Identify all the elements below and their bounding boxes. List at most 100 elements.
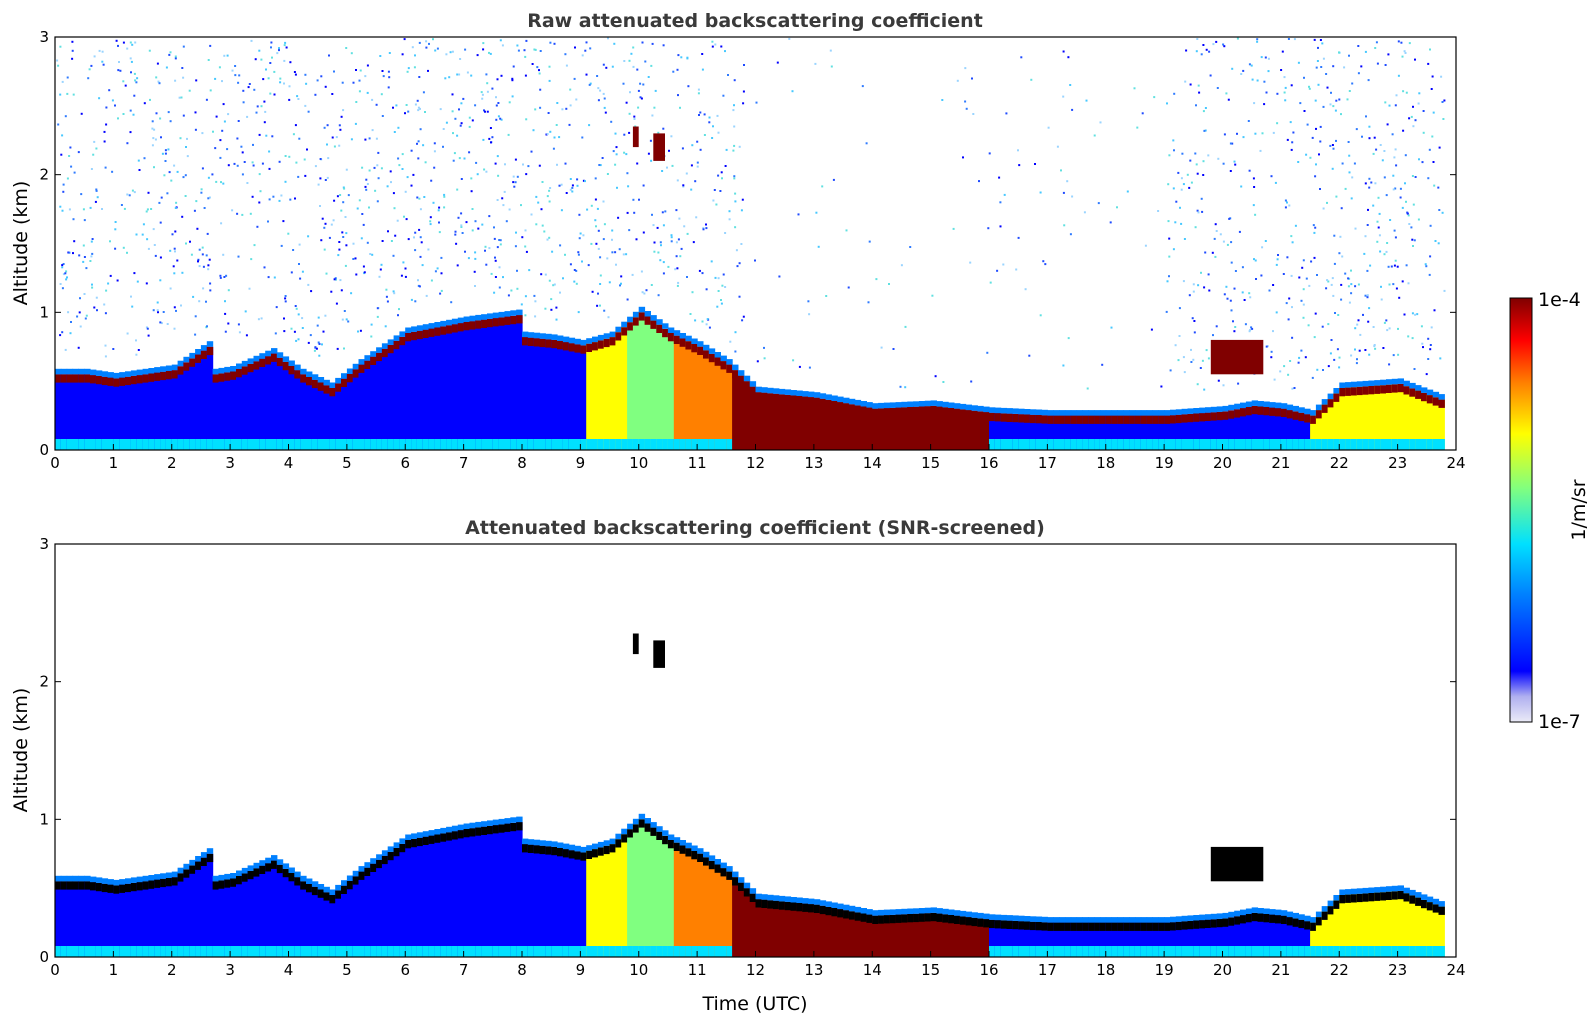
noise-pixel — [1203, 286, 1206, 289]
noise-pixel — [1234, 163, 1237, 166]
aerosol-column — [451, 831, 459, 957]
noise-pixel — [236, 137, 239, 140]
surface-layer — [994, 946, 1002, 957]
aerosol-column — [1368, 893, 1375, 957]
pbl-edge — [165, 365, 173, 371]
noise-pixel — [154, 254, 157, 257]
pbl-edge — [1374, 887, 1381, 893]
noise-pixel — [996, 269, 999, 272]
noise-pixel — [861, 85, 864, 88]
noise-pixel — [713, 189, 716, 191]
noise-pixel — [697, 88, 700, 91]
noise-pixel — [211, 173, 214, 176]
noise-pixel — [198, 248, 201, 251]
noise-pixel — [942, 381, 945, 383]
surface-layer — [562, 946, 570, 957]
pbl-edge — [1426, 896, 1434, 903]
aerosol-column — [883, 915, 891, 957]
noise-pixel — [614, 251, 617, 254]
noise-pixel — [271, 135, 274, 138]
noise-pixel — [532, 129, 535, 132]
pbl-top-band — [271, 860, 278, 869]
aerosol-column — [632, 317, 640, 450]
pbl-top-band — [615, 332, 622, 341]
pbl-top-band — [1432, 397, 1440, 406]
surface-layer — [212, 439, 219, 450]
pbl-edge — [708, 348, 716, 354]
pbl-top-band — [667, 840, 675, 849]
aerosol-column — [154, 879, 161, 957]
noise-pixel — [1062, 95, 1065, 98]
aerosol-column — [1403, 893, 1410, 957]
aerosol-column — [568, 343, 576, 450]
surface-layer — [1053, 439, 1060, 450]
surface-layer — [522, 439, 529, 450]
surface-layer — [381, 439, 389, 450]
noise-pixel — [417, 140, 420, 143]
aerosol-column — [1321, 404, 1329, 450]
aerosol-column — [154, 372, 161, 450]
surface-layer — [113, 946, 120, 957]
surface-layer — [154, 439, 161, 450]
pbl-edge — [691, 845, 698, 851]
noise-pixel — [821, 185, 824, 188]
surface-layer — [276, 946, 284, 957]
cloud-feature — [632, 126, 639, 148]
noise-pixel — [454, 233, 457, 236]
aerosol-column — [1158, 922, 1165, 957]
noise-pixel — [1329, 352, 1332, 355]
noise-pixel — [145, 326, 148, 329]
surface-layer — [1240, 439, 1247, 450]
noise-pixel — [721, 177, 723, 180]
noise-pixel — [221, 80, 223, 83]
noise-pixel — [381, 70, 384, 72]
pbl-top-band — [1164, 922, 1171, 931]
pbl-edge — [749, 381, 757, 387]
noise-pixel — [738, 145, 741, 148]
aerosol-column — [644, 823, 651, 957]
surface-layer — [533, 946, 541, 957]
noise-pixel — [880, 346, 883, 349]
surface-layer — [1029, 439, 1037, 450]
noise-pixel — [143, 102, 146, 105]
noise-pixel — [481, 93, 484, 96]
surface-layer — [1035, 439, 1043, 450]
pbl-edge — [813, 899, 821, 905]
noise-pixel — [1429, 224, 1432, 227]
surface-layer — [72, 439, 79, 450]
noise-pixel — [209, 289, 212, 292]
noise-pixel — [1191, 317, 1194, 320]
noise-pixel — [342, 236, 345, 238]
noise-pixel — [522, 163, 524, 166]
surface-layer — [1292, 946, 1299, 957]
noise-pixel — [1189, 83, 1192, 86]
pbl-top-band — [440, 833, 447, 842]
noise-pixel — [1404, 154, 1407, 157]
noise-pixel — [234, 65, 237, 67]
noise-pixel — [1388, 363, 1391, 366]
pbl-top-band — [1350, 387, 1358, 396]
x-tick-label: 5 — [342, 454, 352, 472]
aerosol-column — [942, 407, 949, 450]
aerosol-column — [1105, 415, 1113, 450]
aerosol-column — [854, 405, 862, 450]
pbl-edge — [492, 819, 500, 826]
pbl-edge — [1094, 410, 1101, 416]
noise-pixel — [602, 238, 605, 241]
noise-pixel — [88, 68, 91, 71]
pbl-top-band — [1403, 893, 1410, 902]
noise-pixel — [575, 282, 578, 285]
pbl-edge — [1053, 410, 1060, 416]
aerosol-column — [422, 836, 430, 957]
pbl-top-band — [1152, 415, 1159, 424]
noise-pixel — [501, 197, 504, 200]
pbl-edge — [271, 348, 278, 354]
noise-pixel — [424, 161, 427, 164]
noise-pixel — [1183, 371, 1186, 374]
surface-layer — [1356, 439, 1364, 450]
surface-layer — [1391, 946, 1399, 957]
pbl-edge — [1386, 379, 1393, 385]
noise-pixel — [1303, 110, 1306, 112]
noise-pixel — [297, 338, 300, 341]
pbl-edge — [1123, 410, 1130, 416]
